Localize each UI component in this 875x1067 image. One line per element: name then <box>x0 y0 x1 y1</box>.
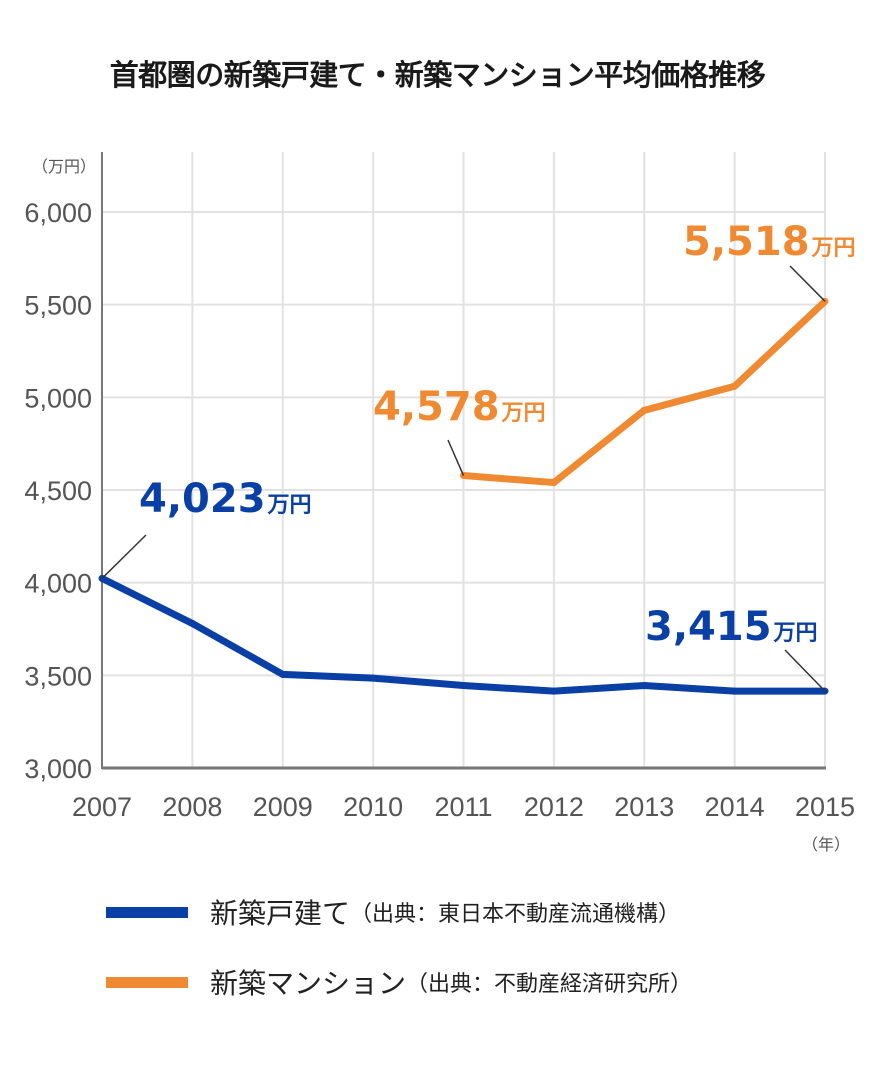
y-tick-labels: 6,000 5,500 5,000 4,500 4,000 3,500 3,000 <box>24 198 92 784</box>
legend-item-detached-house: 新築戸建て （出典：東日本不動産流通機構） <box>106 892 680 932</box>
data-point <box>550 479 558 487</box>
legend-source: （出典：不動産経済研究所） <box>406 972 693 997</box>
annotation-label: 4,023万円 <box>139 476 312 522</box>
legend-label: 新築マンション <box>210 967 407 1000</box>
y-tick-label: 4,000 <box>24 569 92 599</box>
x-tick-labels: 2007 2008 2009 2010 2011 2012 2013 2014 2015 <box>72 792 855 822</box>
legend-swatch-orange <box>106 976 188 988</box>
y-tick-label: 3,500 <box>24 661 92 691</box>
data-point <box>731 687 739 695</box>
y-axis-unit: （万円） <box>32 157 96 176</box>
series-lines <box>98 297 829 695</box>
annotation-value: 4,578 <box>373 384 500 430</box>
legend-swatch-blue <box>106 906 188 918</box>
legend-source: （出典：東日本不動産流通機構） <box>350 902 681 927</box>
annotation-unit: 万円 <box>811 236 856 261</box>
legend-label: 新築戸建て <box>210 897 351 930</box>
y-tick-label: 3,000 <box>24 754 92 784</box>
y-tick-label: 5,000 <box>24 383 92 413</box>
data-point <box>279 670 287 678</box>
x-tick-label: 2015 <box>795 792 855 822</box>
annotation-label: 3,415万円 <box>645 604 818 650</box>
annotation-value: 4,023 <box>139 476 266 522</box>
y-tick-label: 5,500 <box>24 291 92 321</box>
x-tick-label: 2009 <box>253 792 313 822</box>
x-tick-label: 2007 <box>72 792 132 822</box>
annotation-value: 5,518 <box>683 219 810 265</box>
axes <box>101 152 826 770</box>
y-tick-label: 6,000 <box>24 198 92 228</box>
x-tick-label: 2014 <box>705 792 765 822</box>
data-point <box>640 406 648 414</box>
annotation-leader-line <box>789 265 826 302</box>
annotation-label: 4,578万円 <box>373 384 546 430</box>
x-tick-label: 2010 <box>343 792 403 822</box>
annotation-value: 3,415 <box>645 604 772 650</box>
annotation-leader-line <box>784 649 826 692</box>
data-point <box>550 687 558 695</box>
legend-item-condominium: 新築マンション （出典：不動産経済研究所） <box>106 962 692 1002</box>
x-tick-label: 2012 <box>524 792 584 822</box>
annotation-leader-line <box>447 439 465 476</box>
x-tick-label: 2008 <box>162 792 222 822</box>
x-axis-unit: （年） <box>802 835 850 854</box>
annotation-unit: 万円 <box>267 493 312 518</box>
x-tick-label: 2013 <box>614 792 674 822</box>
data-point <box>188 619 196 627</box>
data-point <box>369 674 377 682</box>
data-point <box>460 682 467 690</box>
data-point <box>640 682 648 690</box>
data-point <box>731 382 739 390</box>
annotation-unit: 万円 <box>501 401 546 426</box>
annotation-leader-line <box>101 534 147 579</box>
x-tick-label: 2011 <box>434 792 492 822</box>
line-chart: 6,000 5,500 5,000 4,500 4,000 3,500 3,000 2007… <box>24 152 856 854</box>
chart-title: 首都圏の新築戸建て・新築マンション平均価格推移 <box>109 58 766 92</box>
annotation-unit: 万円 <box>773 621 818 646</box>
y-tick-label: 4,500 <box>24 476 92 506</box>
annotation-label: 5,518万円 <box>683 219 856 265</box>
